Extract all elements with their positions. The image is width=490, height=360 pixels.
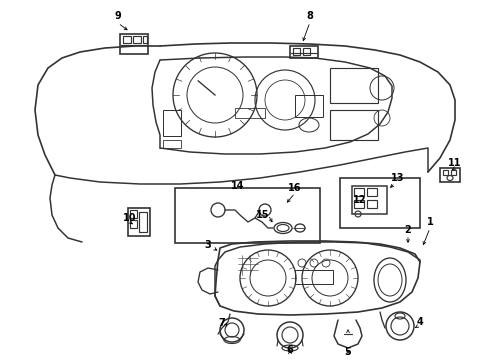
- Text: 3: 3: [205, 240, 211, 250]
- Bar: [303, 48, 310, 55]
- Bar: [451, 170, 456, 175]
- Text: 7: 7: [219, 318, 225, 328]
- Bar: [133, 36, 141, 43]
- Text: 4: 4: [416, 317, 423, 327]
- Text: 16: 16: [288, 183, 302, 193]
- Text: 2: 2: [405, 225, 412, 235]
- Bar: [354, 188, 364, 196]
- Bar: [367, 200, 377, 208]
- Bar: [130, 210, 137, 218]
- Bar: [295, 95, 323, 117]
- Bar: [130, 220, 137, 228]
- Text: 10: 10: [123, 213, 137, 223]
- Bar: [143, 36, 147, 43]
- Bar: [330, 110, 378, 140]
- Bar: [293, 48, 300, 55]
- Text: 9: 9: [115, 11, 122, 21]
- Bar: [352, 186, 387, 214]
- Text: 15: 15: [256, 210, 270, 220]
- Text: 1: 1: [427, 217, 433, 227]
- Bar: [175, 188, 320, 243]
- Bar: [367, 188, 377, 196]
- Bar: [440, 168, 460, 182]
- Bar: [330, 68, 378, 103]
- Text: 5: 5: [344, 347, 351, 357]
- Text: 6: 6: [287, 345, 294, 355]
- Text: 14: 14: [231, 181, 245, 191]
- Bar: [163, 110, 181, 136]
- Bar: [290, 46, 318, 58]
- Bar: [123, 36, 131, 43]
- Text: 11: 11: [448, 158, 462, 168]
- Bar: [295, 270, 333, 284]
- Bar: [354, 200, 364, 208]
- Bar: [139, 212, 147, 232]
- Text: 12: 12: [353, 195, 367, 205]
- Text: 13: 13: [391, 173, 405, 183]
- Text: 8: 8: [307, 11, 314, 21]
- Bar: [128, 208, 150, 236]
- Bar: [340, 178, 420, 228]
- Bar: [163, 140, 181, 148]
- Bar: [443, 170, 448, 175]
- Bar: [120, 34, 148, 54]
- Bar: [235, 108, 265, 118]
